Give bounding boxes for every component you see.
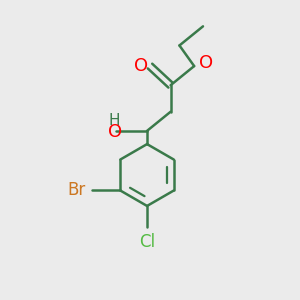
Text: O: O [134,57,148,75]
Text: O: O [200,53,214,71]
Text: O: O [108,123,122,141]
Text: Br: Br [68,182,86,200]
Text: H: H [109,113,120,128]
Text: Cl: Cl [139,233,155,251]
